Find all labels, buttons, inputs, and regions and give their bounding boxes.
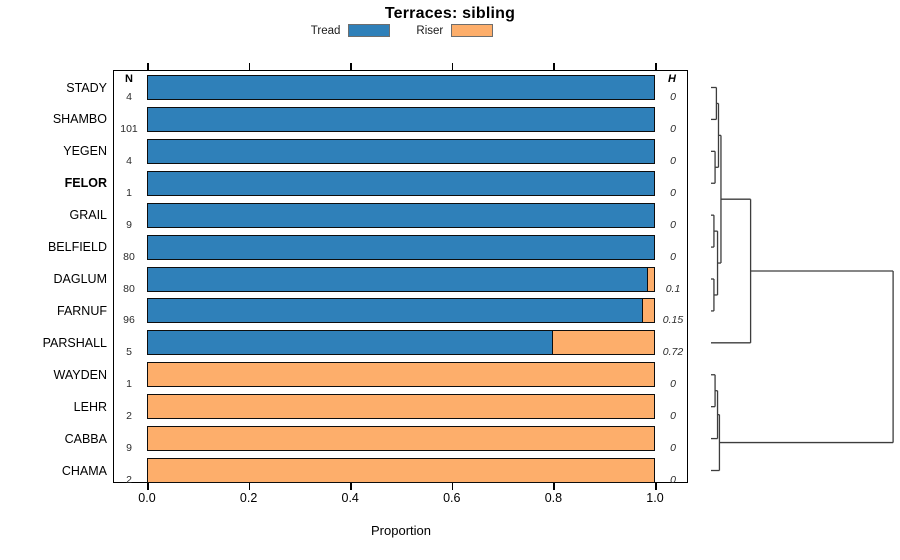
top-tick [655,63,657,70]
bar-segment-riser [148,395,654,419]
h-value: 0 [670,91,676,103]
x-tick-label: 0.0 [138,491,156,505]
row-label: FARNUF [57,303,107,318]
top-tick [147,63,149,70]
n-value: 80 [123,282,135,295]
x-tick-label: 0.6 [443,491,461,505]
x-tick-label: 1.0 [646,491,664,505]
bar-row [147,426,655,452]
top-tick [350,63,352,70]
h-value: 0.1 [665,282,681,295]
x-tick-label: 0.8 [544,491,563,505]
bar-segment-tread [148,331,553,355]
bar-row [147,394,655,420]
legend: Tread Riser [0,24,804,37]
row-label: GRAIL [69,208,107,223]
bar-segment-tread [148,203,654,227]
h-value: 0 [670,186,676,199]
bar-row [147,266,655,292]
bar-segment-tread [148,235,654,259]
bar-segment-tread [148,139,654,163]
bar-segment-tread [148,299,644,323]
n-value: 9 [126,218,132,231]
n-value: 4 [126,154,132,167]
bar-segment-riser [552,331,654,355]
bar-row [147,330,655,356]
legend-label-tread: Tread [310,24,341,37]
legend-swatch-tread [348,24,391,37]
bar-row [147,170,655,196]
n-column-header: N [125,73,133,85]
h-value: 0 [670,122,676,135]
chart-title: Terraces: sibling [384,5,516,22]
n-value: 5 [126,346,132,359]
row-label: CHAMA [61,463,107,478]
bar-row [147,202,655,228]
bar-segment-tread [148,76,654,99]
x-tick [248,483,251,490]
x-axis-title: Proportion [371,523,431,538]
bar-segment-riser [148,427,654,451]
row-label: BELFIELD [47,240,107,255]
row-label: WAYDEN [53,367,107,382]
row-label: DAGLUM [53,272,107,286]
n-value: 1 [126,186,132,199]
x-tick [147,483,149,490]
h-value: 0.15 [662,314,684,327]
bar-segment-tread [148,171,654,195]
h-value: 0 [670,474,676,486]
bar-row [147,138,655,164]
top-tick [451,63,454,70]
bar-segment-riser [148,459,654,482]
x-tick [451,483,454,490]
h-value: 0 [670,154,676,167]
n-value: 80 [123,250,135,263]
top-tick [553,63,555,70]
bar-segment-riser [647,267,654,291]
n-value: 9 [126,442,132,455]
x-tick [350,483,352,490]
row-label: STADY [66,80,107,95]
legend-entry-riser: Riser [416,24,494,37]
bar-row [147,298,655,324]
h-value: 0 [670,378,676,391]
x-tick-label: 0.2 [239,491,258,505]
row-label: PARSHALL [42,335,107,350]
legend-swatch-riser [451,24,494,37]
h-value: 0 [670,218,676,231]
bar-row [147,458,655,483]
legend-label-riser: Riser [416,24,444,37]
bar-segment-riser [148,363,654,387]
n-value: 1 [126,378,132,391]
row-label: YEGEN [63,144,107,159]
row-label: FELOR [64,176,107,191]
n-value: 101 [120,122,138,135]
h-column-header: H [668,73,676,85]
row-label: LEHR [73,399,107,414]
bar-row [147,106,655,132]
row-label: CABBA [64,431,107,446]
legend-entry-tread: Tread [311,24,391,37]
n-value: 2 [126,410,132,423]
bar-segment-tread [148,267,648,291]
h-value: 0 [670,442,676,455]
top-tick [248,63,251,70]
h-value: 0 [670,410,676,423]
h-value: 0 [670,250,676,263]
bar-row [147,234,655,260]
x-tick-label: 0.4 [341,491,359,505]
row-label: SHAMBO [52,112,107,127]
bar-segment-riser [643,299,654,323]
h-value: 0.72 [662,346,684,359]
x-tick [655,483,657,490]
x-tick [553,483,555,490]
bar-row [147,362,655,388]
bar-row [147,75,655,100]
bar-segment-tread [148,107,654,131]
n-value: 2 [126,474,132,486]
n-value: 96 [123,314,135,327]
n-value: 4 [126,91,132,103]
